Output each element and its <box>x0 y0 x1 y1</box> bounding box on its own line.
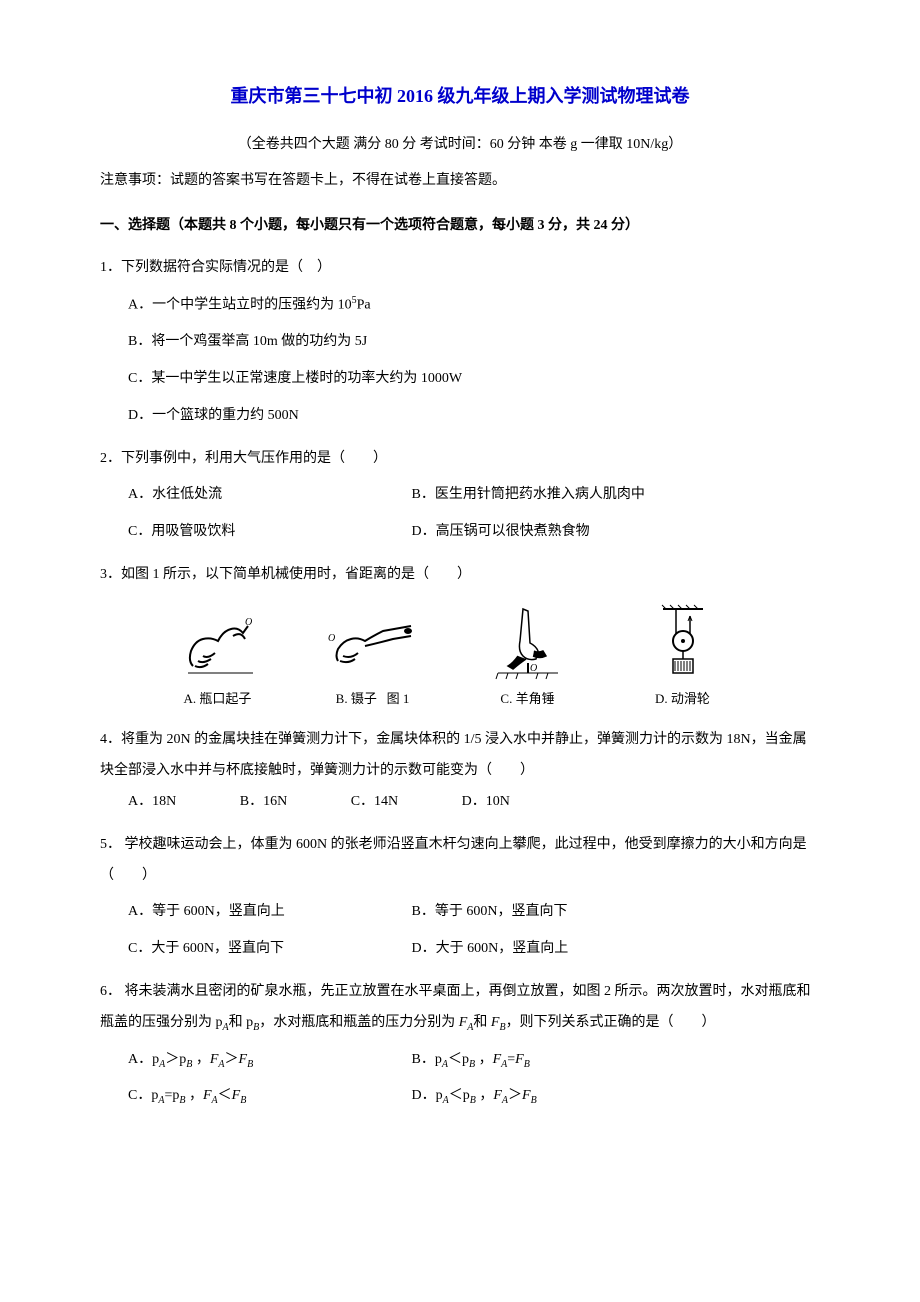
q3-image-B: O B. 镊子 图 1 <box>295 611 450 714</box>
q5-optB: B．等于 600N，竖直向下 <box>412 897 568 928</box>
exam-subtitle: （全卷共四个大题 满分 80 分 考试时间：60 分钟 本卷 g 一律取 10N… <box>100 132 820 157</box>
question-5: 5． 学校趣味运动会上，体重为 600N 的张老师沿竖直木杆匀速向上攀爬，此过程… <box>100 830 820 965</box>
q5-stem: 5． 学校趣味运动会上，体重为 600N 的张老师沿竖直木杆匀速向上攀爬，此过程… <box>100 830 820 892</box>
q6-stem: 6． 将未装满水且密闭的矿泉水瓶，先正立放置在水平桌面上，再倒立放置，如图 2 … <box>100 977 820 1039</box>
svg-text:O: O <box>328 633 335 644</box>
question-6: 6． 将未装满水且密闭的矿泉水瓶，先正立放置在水平桌面上，再倒立放置，如图 2 … <box>100 977 820 1112</box>
svg-text:O: O <box>245 617 252 628</box>
q4-optC: C．14N <box>351 787 398 818</box>
q3-labelA: A. 瓶口起子 <box>140 685 295 714</box>
q4-optA: A．18N <box>128 787 176 818</box>
q2-optB: B．医生用针筒把药水推入病人肌肉中 <box>412 480 645 511</box>
question-4: 4．将重为 20N 的金属块挂在弹簧测力计下，金属块体积的 1/5 浸入水中并静… <box>100 725 820 817</box>
claw-hammer-icon: O <box>488 601 568 681</box>
q1-stem: 1．下列数据符合实际情况的是（ ） <box>100 253 820 284</box>
q6-optC: C．pA=pB ，FA＜FB <box>128 1081 408 1112</box>
svg-text:O: O <box>530 663 537 674</box>
q2-optD: D．高压锅可以很快煮熟食物 <box>412 517 590 548</box>
exam-title: 重庆市第三十七中初 2016 级九年级上期入学测试物理试卷 <box>100 80 820 112</box>
q5-optA: A．等于 600N，竖直向上 <box>128 897 408 928</box>
q1-optA: A．一个中学生站立时的压强约为 105Pa <box>128 290 820 321</box>
question-1: 1．下列数据符合实际情况的是（ ） A．一个中学生站立时的压强约为 105Pa … <box>100 253 820 432</box>
question-3: 3．如图 1 所示，以下简单机械使用时，省距离的是（ ） O A. 瓶口起子 O… <box>100 560 820 713</box>
q3-image-D: D. 动滑轮 <box>605 601 760 714</box>
q3-caption: 图 1 <box>387 691 410 706</box>
q1-optC: C．某一中学生以正常速度上楼时的功率大约为 1000W <box>128 364 820 395</box>
q6-optB: B．pA＜pB ，FA=FB <box>412 1045 530 1076</box>
q5-optC: C．大于 600N，竖直向下 <box>128 934 408 965</box>
q3-image-A: O A. 瓶口起子 <box>140 611 295 714</box>
q1-optB: B．将一个鸡蛋举高 10m 做的功约为 5J <box>128 327 820 358</box>
bottle-opener-icon: O <box>173 611 263 681</box>
q2-optA: A．水往低处流 <box>128 480 408 511</box>
q3-labelC: C. 羊角锤 <box>450 685 605 714</box>
q4-optB: B．16N <box>240 787 287 818</box>
q3-labelB: B. 镊子 <box>336 691 377 706</box>
q1-optD: D．一个篮球的重力约 500N <box>128 401 820 432</box>
q4-optD: D．10N <box>462 787 510 818</box>
movable-pulley-icon <box>648 601 718 681</box>
tweezers-icon: O <box>323 611 423 681</box>
q2-stem: 2．下列事例中，利用大气压作用的是（ ） <box>100 444 820 475</box>
q6-optD: D．pA＜pB ，FA＞FB <box>412 1081 537 1112</box>
section-1-header: 一、选择题（本题共 8 个小题，每小题只有一个选项符合题意，每小题 3 分，共 … <box>100 213 820 238</box>
q4-stem: 4．将重为 20N 的金属块挂在弹簧测力计下，金属块体积的 1/5 浸入水中并静… <box>100 725 820 787</box>
q3-image-C: O C. 羊角锤 <box>450 601 605 714</box>
q2-optC: C．用吸管吸饮料 <box>128 517 408 548</box>
q3-labelD: D. 动滑轮 <box>605 685 760 714</box>
question-2: 2．下列事例中，利用大气压作用的是（ ） A．水往低处流 B．医生用针筒把药水推… <box>100 444 820 548</box>
exam-notice: 注意事项：试题的答案书写在答题卡上，不得在试卷上直接答题。 <box>100 168 820 193</box>
q5-optD: D．大于 600N，竖直向上 <box>412 934 569 965</box>
q6-optA: A．pA＞pB ，FA＞FB <box>128 1045 408 1076</box>
q3-stem: 3．如图 1 所示，以下简单机械使用时，省距离的是（ ） <box>100 560 820 591</box>
